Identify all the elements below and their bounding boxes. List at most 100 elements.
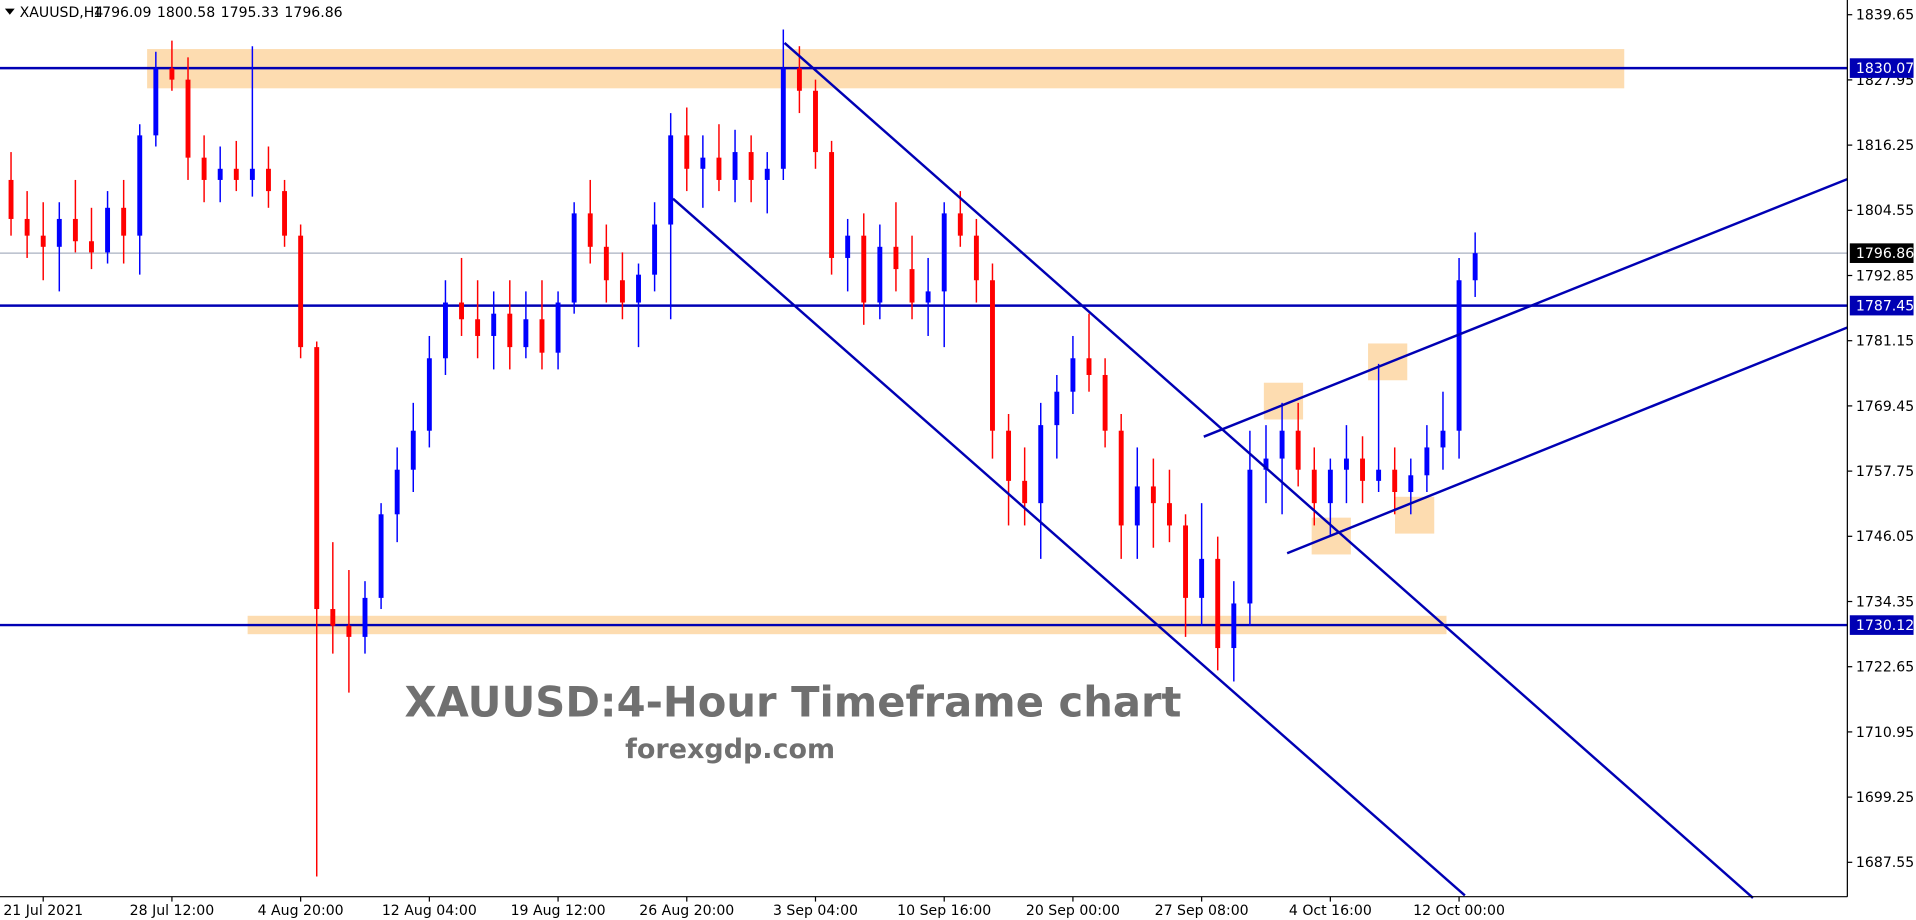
candle-body — [314, 347, 320, 610]
y-tick-label: 1710.95 — [1856, 725, 1914, 741]
candle-body — [1424, 447, 1430, 476]
x-tick-label: 4 Oct 16:00 — [1289, 903, 1372, 919]
symbol: XAUUSD,H4 — [20, 5, 104, 21]
candle-body — [636, 274, 641, 303]
candle-body — [957, 213, 963, 236]
candle-body — [410, 430, 416, 470]
x-tick-label: 10 Sep 16:00 — [897, 903, 991, 919]
header: XAUUSD,H4 1796.09 1800.58 1795.33 1796.86 — [4, 5, 343, 21]
candle-body — [684, 135, 690, 169]
header-price: 1800.58 — [157, 5, 215, 21]
candle-body — [1343, 458, 1349, 470]
candle-body — [523, 319, 529, 348]
level-label: 1830.07 — [1856, 61, 1914, 77]
axis: 1839.651827.951816.251804.551792.851781.… — [3, 8, 1914, 919]
candle-body — [1118, 430, 1124, 526]
level-box — [1849, 58, 1914, 78]
y-tick-label: 1816.25 — [1856, 138, 1914, 154]
x-tick-label: 19 Aug 12:00 — [511, 903, 606, 919]
candle-body — [1440, 430, 1446, 448]
watermark-site: forexgdp.com — [625, 734, 835, 765]
candle-body — [829, 152, 835, 258]
candle-body — [845, 235, 851, 258]
candle-body — [1102, 374, 1108, 431]
trend-line — [1286, 326, 1848, 555]
x-tick-label: 4 Aug 20:00 — [258, 903, 344, 919]
candle-body — [1150, 486, 1156, 504]
candle-body — [1183, 525, 1188, 598]
candle-body — [137, 135, 143, 236]
candle-body — [990, 280, 995, 431]
candle-body — [394, 469, 400, 515]
y-tick-label: 1699.25 — [1856, 790, 1914, 806]
candle-body — [893, 246, 899, 270]
level-box — [1849, 615, 1914, 635]
candle-body — [1038, 425, 1044, 504]
candle-body — [233, 168, 239, 180]
y-tick-label: 1839.65 — [1856, 8, 1914, 24]
y-tick-label: 1734.35 — [1856, 594, 1914, 610]
x-tick-label: 26 Aug 20:00 — [639, 903, 734, 919]
candle-body — [716, 157, 722, 180]
candle-body — [330, 609, 336, 626]
candle-body — [266, 168, 271, 192]
candle-body — [40, 235, 46, 247]
candle-body — [442, 302, 448, 359]
candle-body — [813, 90, 818, 153]
candle-body — [539, 319, 545, 353]
candle-body — [1231, 603, 1237, 649]
candle-body — [1263, 458, 1269, 470]
current-price-box — [1849, 243, 1914, 263]
candle-body — [491, 313, 497, 336]
candle-body — [121, 207, 127, 236]
candle-body — [1086, 358, 1092, 375]
candle-body — [1392, 469, 1398, 493]
candle-body — [571, 213, 577, 303]
y-tick-label: 1757.75 — [1856, 464, 1914, 480]
current-price-label: 1796.86 — [1856, 246, 1914, 262]
level-label: 1787.45 — [1856, 299, 1914, 315]
candle-body — [1376, 469, 1382, 481]
candle-body — [555, 302, 561, 353]
candle-body — [217, 168, 223, 180]
plot — [0, 29, 1848, 877]
candle-body — [89, 241, 94, 253]
candle-body — [796, 68, 802, 91]
x-tick-label: 27 Sep 08:00 — [1155, 903, 1249, 919]
candle-body — [1022, 480, 1028, 504]
candle-body — [668, 135, 674, 225]
candle-body — [732, 152, 738, 180]
candle-body — [507, 313, 513, 348]
candle-body — [909, 269, 915, 303]
candle-body — [925, 291, 931, 303]
header-price: 1795.33 — [221, 5, 279, 21]
x-tick-label: 20 Sep 00:00 — [1026, 903, 1120, 919]
candle-body — [24, 218, 30, 236]
candle-body — [475, 319, 481, 336]
candle-body — [619, 280, 625, 303]
menu-arrow — [4, 8, 15, 15]
candle-body — [1247, 469, 1253, 604]
y-tick-label: 1722.65 — [1856, 660, 1914, 676]
y-tick-label: 1781.15 — [1856, 334, 1914, 350]
candle-body — [877, 246, 883, 303]
x-tick-label: 28 Jul 12:00 — [130, 903, 215, 919]
x-tick-label: 21 Jul 2021 — [3, 903, 83, 919]
candle-body — [1006, 430, 1012, 481]
trend-lines — [672, 42, 1848, 899]
trend-line — [783, 42, 1754, 899]
candle-body — [1295, 430, 1301, 470]
candle-body — [1215, 558, 1221, 649]
candle-body — [1327, 469, 1333, 504]
candle-body — [201, 157, 207, 180]
y-tick-label: 1792.85 — [1856, 268, 1914, 284]
candle-body — [105, 207, 111, 253]
candle-body — [1456, 280, 1462, 431]
trend-line — [672, 197, 1466, 897]
candle-body — [169, 68, 175, 80]
candle-body — [1311, 469, 1317, 504]
candle-body — [1070, 358, 1076, 392]
candle-body — [56, 218, 62, 247]
candle-body — [1134, 486, 1140, 526]
